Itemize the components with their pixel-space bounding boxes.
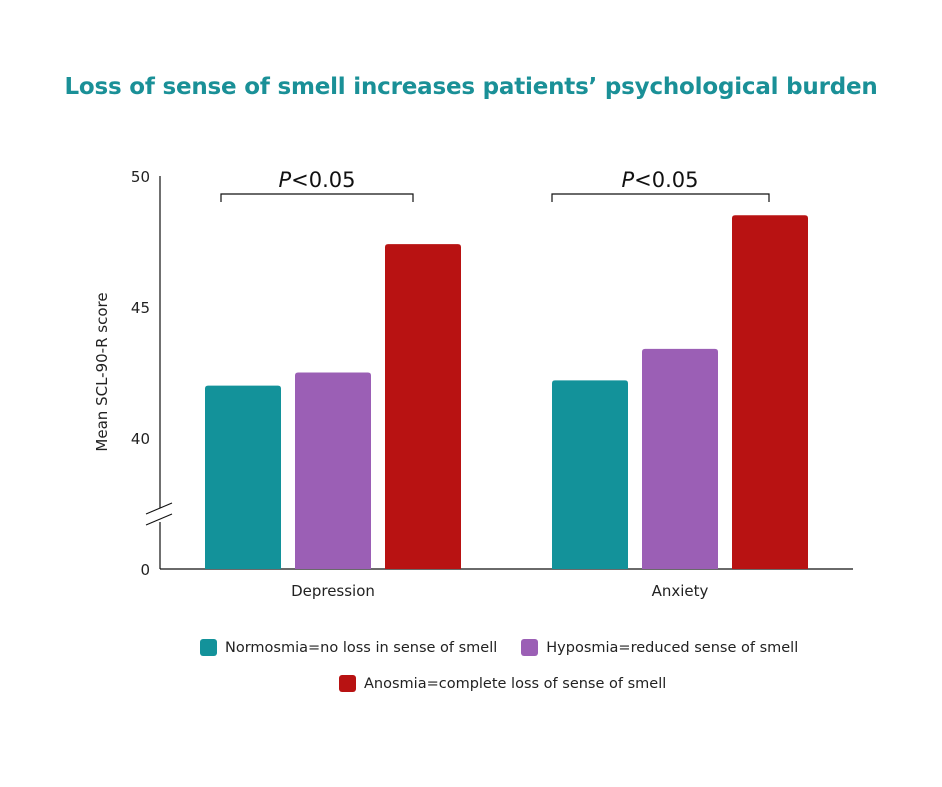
legend-label-normosmia: Normosmia=no loss in sense of smell — [225, 639, 498, 656]
axis-break-mark-1 — [145, 502, 173, 515]
bar-anxiety-hyposmia — [642, 348, 718, 569]
chart-title: Loss of sense of smell increases patient… — [64, 74, 878, 100]
significance-bracket-depression — [220, 193, 414, 202]
bar-depression-normosmia — [205, 385, 281, 569]
y-tick-label-40: 40 — [131, 430, 150, 448]
legend-item-normosmia: Normosmia=no loss in sense of smell — [200, 639, 497, 656]
x-tick-label-anxiety: Anxiety — [652, 582, 709, 600]
y-axis-label: Mean SCL-90-R score — [93, 292, 111, 451]
legend-swatch-hyposmia — [521, 639, 539, 656]
legend-row-1: Normosmia=no loss in sense of smell Hypo… — [200, 639, 822, 656]
legend-row-2: Anosmia=complete loss of sense of smell — [339, 675, 690, 692]
significance-label-anxiety: P<0.05 — [621, 168, 698, 192]
y-tick-label-0: 0 — [140, 561, 150, 579]
bar-anxiety-anosmia — [732, 215, 808, 570]
bar-depression-hyposmia — [295, 372, 371, 569]
legend-item-anosmia: Anosmia=complete loss of sense of smell — [339, 675, 666, 692]
bar-anxiety-normosmia — [552, 380, 628, 569]
axis-break-mark-2 — [145, 513, 173, 526]
significance-label-depression: P<0.05 — [278, 168, 355, 192]
bar-depression-anosmia — [385, 244, 461, 569]
legend-swatch-normosmia — [200, 639, 217, 656]
legend-label-anosmia: Anosmia=complete loss of sense of smell — [364, 675, 667, 692]
y-tick-label-45: 45 — [131, 299, 150, 317]
legend-item-hyposmia: Hyposmia=reduced sense of smell — [521, 639, 798, 656]
significance-bracket-anxiety — [551, 193, 770, 202]
legend-swatch-anosmia — [339, 675, 356, 692]
legend-label-hyposmia: Hyposmia=reduced sense of smell — [546, 639, 799, 656]
x-tick-label-depression: Depression — [291, 582, 375, 600]
y-tick-label-50: 50 — [131, 168, 150, 186]
